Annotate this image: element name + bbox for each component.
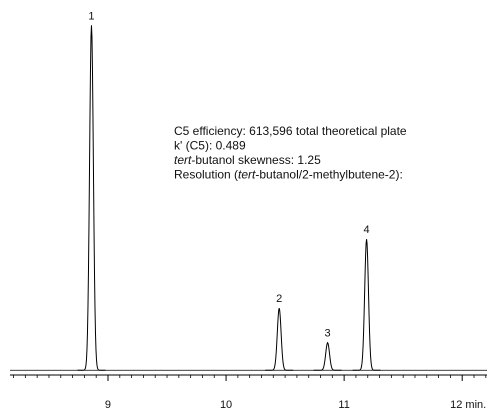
annotation-text: Resolution ( bbox=[174, 168, 238, 182]
peak bbox=[77, 25, 106, 371]
annotations: C5 efficiency: 613,596 total theoretical… bbox=[174, 124, 407, 182]
peak bbox=[313, 341, 342, 371]
annotation-text: -butanol/2-methylbutene-2): bbox=[255, 168, 402, 182]
peak bbox=[265, 308, 294, 371]
peak-label: 4 bbox=[364, 224, 370, 236]
peak bbox=[352, 239, 381, 371]
annotation-text: C5 efficiency: 613,596 total theoretical… bbox=[174, 124, 407, 138]
peak-label: 2 bbox=[276, 293, 282, 305]
x-tick-label: 9 bbox=[105, 399, 111, 410]
peak-label: 3 bbox=[325, 328, 331, 340]
annotation-text: tert bbox=[238, 168, 256, 182]
x-tick-label: 12 min. bbox=[450, 399, 486, 410]
annotation-text: tert bbox=[174, 153, 192, 167]
peak-label: 1 bbox=[88, 10, 94, 22]
annotation-text: -butanol skewness: 1.25 bbox=[191, 153, 321, 167]
annotation-text: k' (C5): 0.489 bbox=[174, 139, 246, 153]
x-tick-label: 10 bbox=[220, 399, 232, 410]
x-tick-label: 11 bbox=[338, 399, 349, 410]
